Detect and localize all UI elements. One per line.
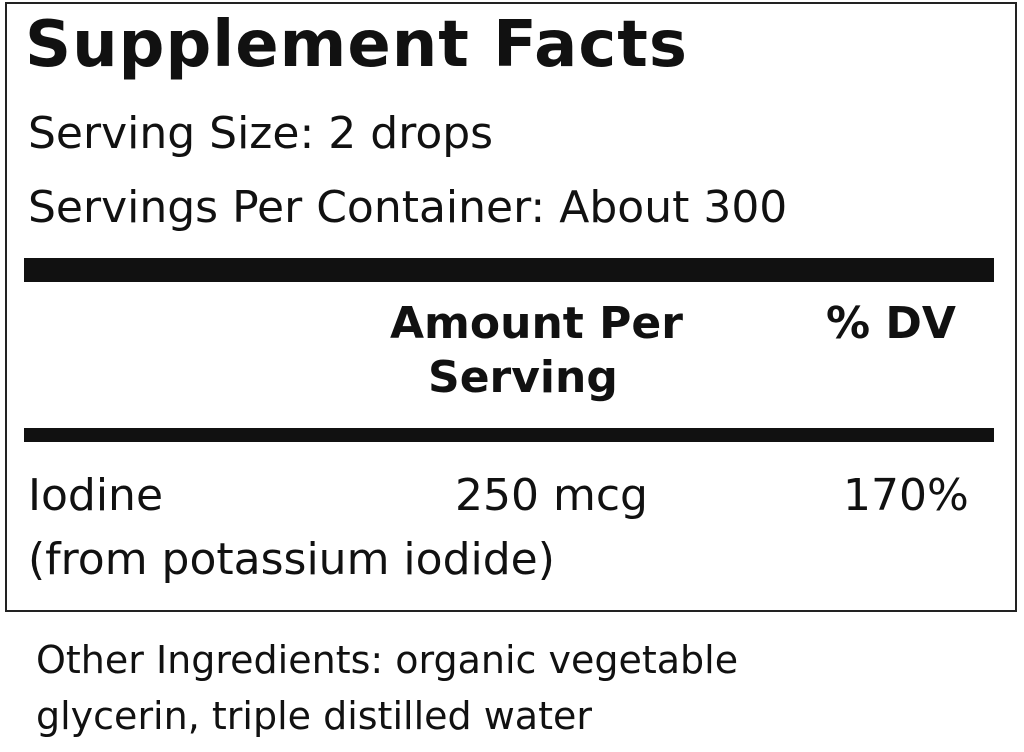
nutrient-name: Iodine — [28, 470, 164, 521]
other-ingredients-line2: glycerin, triple distilled water — [36, 694, 592, 738]
nutrient-source: (from potassium iodide) — [28, 534, 555, 585]
servings-per-container: Servings Per Container: About 300 — [28, 182, 788, 233]
nutrient-dv: 170% — [843, 470, 969, 521]
nutrient-amount: 250 mcg — [455, 470, 648, 521]
amount-header-line1: Amount Per — [390, 298, 683, 349]
thick-divider — [24, 258, 994, 282]
dv-header: % DV — [826, 298, 956, 349]
serving-size: Serving Size: 2 drops — [28, 108, 494, 159]
supplement-facts-panel — [5, 2, 1017, 612]
header-divider — [24, 428, 994, 442]
panel-title: Supplement Facts — [25, 8, 688, 82]
other-ingredients-line1: Other Ingredients: organic vegetable — [36, 638, 739, 682]
amount-header-line2: Serving — [428, 352, 618, 403]
